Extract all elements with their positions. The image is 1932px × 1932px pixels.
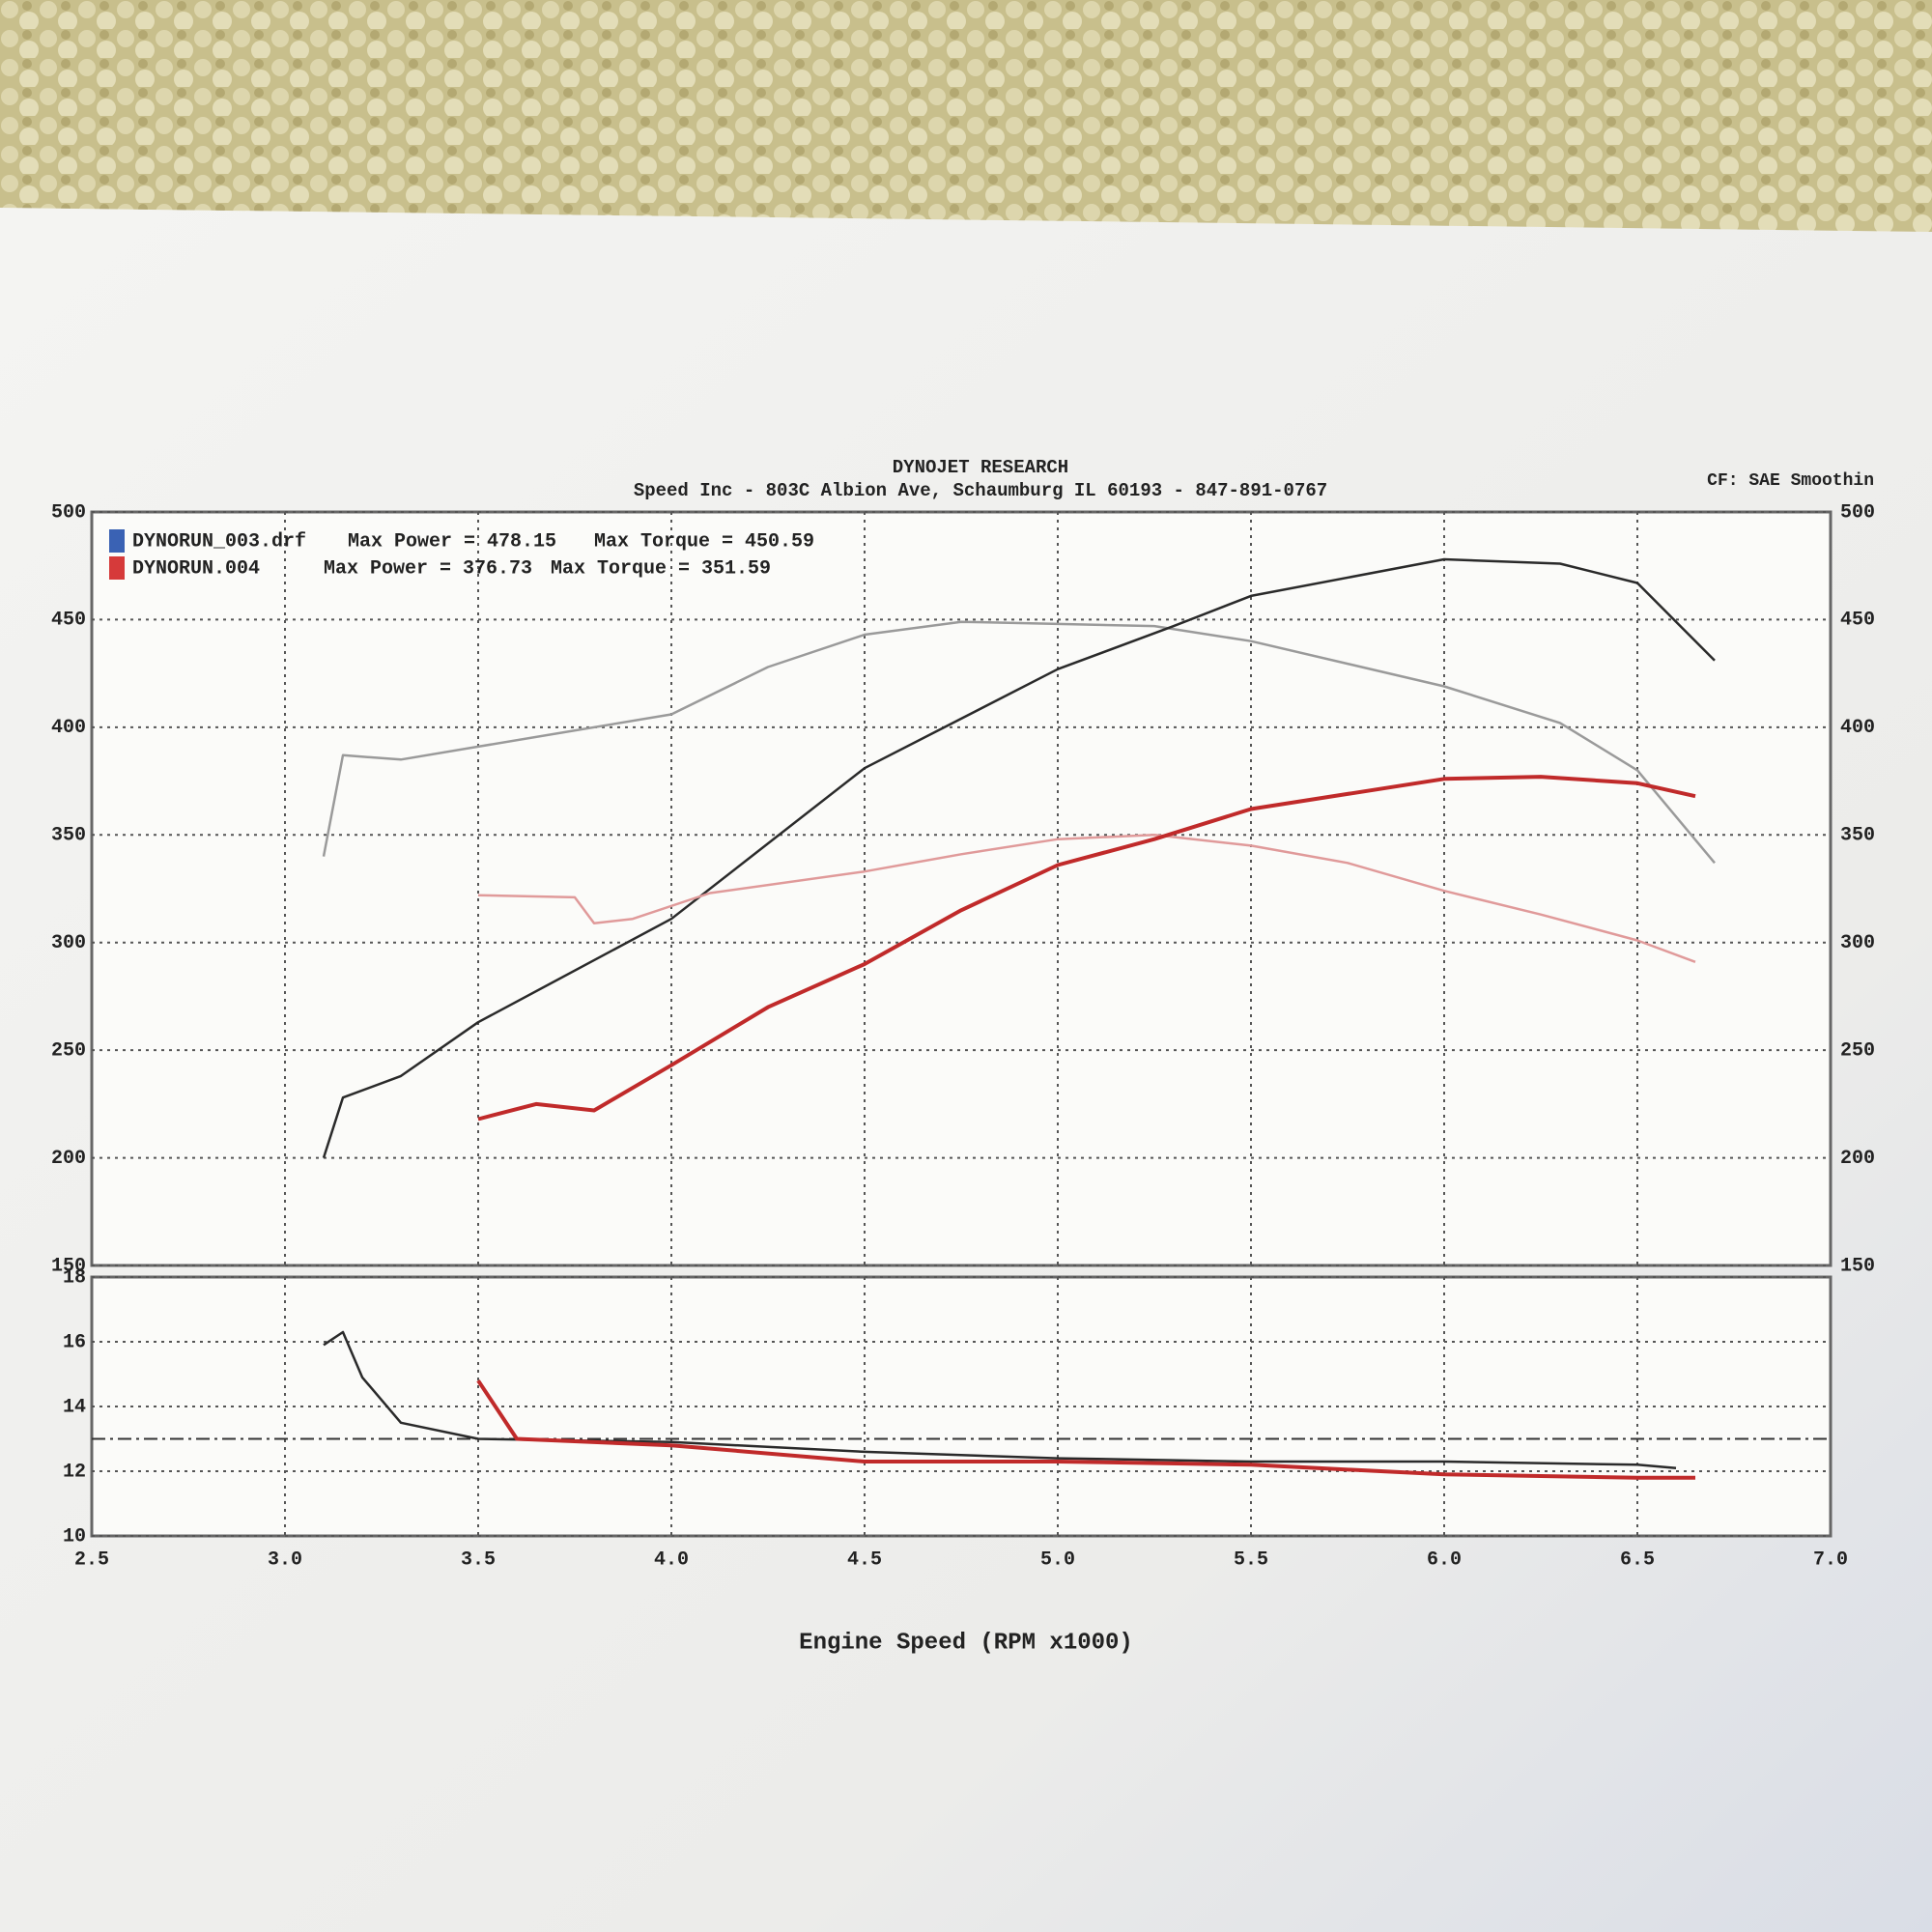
legend-name: DYNORUN.004 [132, 557, 260, 580]
data-line [322, 620, 1716, 865]
x-tick-label: 3.5 [461, 1548, 496, 1571]
legend-swatch [109, 529, 125, 553]
y2-tick-label: 250 [1840, 1039, 1875, 1062]
data-line [477, 834, 1696, 963]
y2-tick-label: 450 [1840, 610, 1875, 632]
x-tick-label: 4.5 [847, 1548, 882, 1571]
x-tick-label: 7.0 [1813, 1548, 1848, 1571]
y-tick-label: 18 [63, 1266, 86, 1289]
x-axis-title: Engine Speed (RPM x1000) [799, 1630, 1133, 1656]
legend-max-torque: Max Torque = 351.59 [551, 557, 771, 580]
y-tick-label: 150 [51, 1255, 86, 1277]
y-tick-label: 14 [63, 1396, 86, 1418]
legend-max-torque: Max Torque = 450.59 [594, 530, 814, 553]
x-tick-label: 5.0 [1040, 1548, 1075, 1571]
legend-max-power: Max Power = 376.73 [324, 557, 532, 580]
legend-name: DYNORUN_003.drf [132, 530, 306, 553]
y-tick-label: 10 [63, 1525, 86, 1548]
y-tick-label: 12 [63, 1461, 86, 1483]
x-tick-label: 6.5 [1620, 1548, 1655, 1571]
plot-area [90, 510, 1833, 1267]
x-tick-label: 5.5 [1234, 1548, 1268, 1571]
y2-tick-label: 500 [1840, 501, 1875, 524]
data-line [322, 557, 1716, 1158]
legend-max-power: Max Power = 478.15 [348, 530, 556, 553]
y2-tick-label: 150 [1840, 1255, 1875, 1277]
y-tick-label: 16 [63, 1331, 86, 1353]
plots: 150 200 250 300 350 400 450 500 150 200 250 300 350 4… [51, 501, 1875, 1571]
x-tick-label: 4.0 [654, 1548, 689, 1571]
y2-tick-label: 200 [1840, 1148, 1875, 1170]
chart-subtitle: Speed Inc - 803C Albion Ave, Schaumburg … [634, 480, 1327, 501]
data-line [477, 775, 1696, 1122]
y2-tick-label: 400 [1840, 717, 1875, 739]
corner-note: CF: SAE Smoothin [1707, 471, 1874, 491]
y-tick-label: 500 [51, 501, 86, 524]
x-tick-label: 2.5 [74, 1548, 109, 1571]
y2-tick-label: 300 [1840, 932, 1875, 954]
legend-swatch [109, 556, 125, 580]
y-tick-label: 300 [51, 932, 86, 954]
chart-title: DYNOJET RESEARCH [893, 457, 1068, 478]
y2-tick-label: 350 [1840, 825, 1875, 847]
x-tick-label: 3.0 [268, 1548, 302, 1571]
y-tick-label: 250 [51, 1039, 86, 1062]
y-tick-label: 400 [51, 717, 86, 739]
carpet [0, 0, 1932, 232]
x-tick-label: 6.0 [1427, 1548, 1462, 1571]
data-line [476, 1379, 1695, 1480]
y-tick-label: 450 [51, 610, 86, 632]
plot-area [90, 1275, 1833, 1538]
y-tick-label: 350 [51, 825, 86, 847]
y-tick-label: 200 [51, 1148, 86, 1170]
data-line [323, 1330, 1677, 1469]
